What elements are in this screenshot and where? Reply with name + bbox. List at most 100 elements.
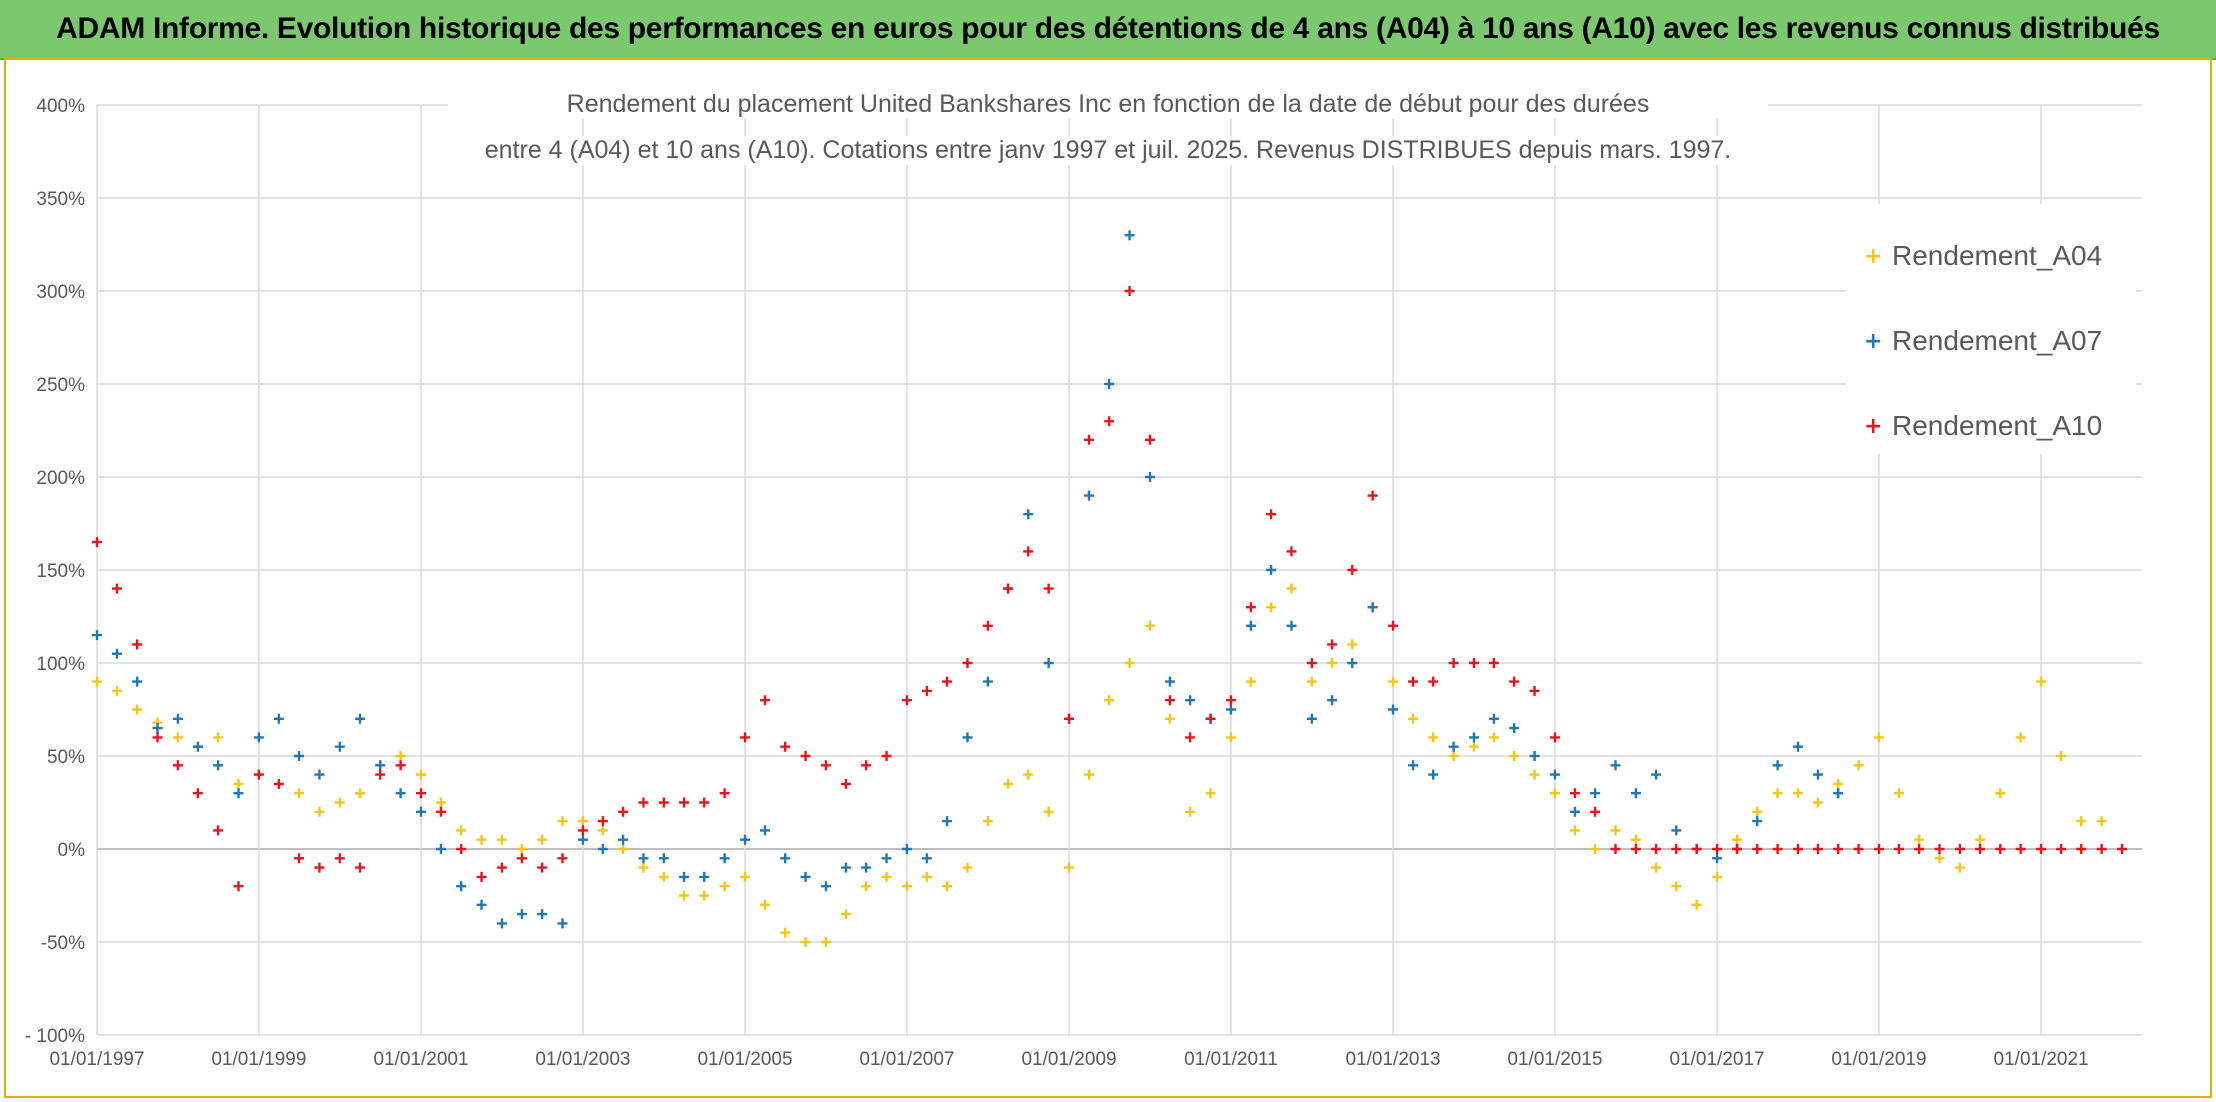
- scatter-chart: 400% 350% 300% 250% 200% 150% 100% 50% 0% -50% - 1…: [25, 96, 2142, 1070]
- data-point: [294, 788, 305, 799]
- data-point: [1833, 844, 1844, 854]
- data-point: [820, 937, 831, 947]
- legend-item-a07: + Rendement_A07: [1864, 321, 2102, 361]
- data-point: [2015, 844, 2026, 854]
- data-point: [172, 760, 183, 771]
- data-point: [1812, 844, 1823, 854]
- data-point: [111, 685, 122, 696]
- data-point: [800, 871, 811, 882]
- data-point: [1529, 685, 1540, 696]
- data-point: [1793, 844, 1804, 854]
- data-point: [435, 797, 446, 808]
- data-point: [2036, 844, 2047, 854]
- data-point: [1793, 788, 1804, 799]
- data-point: [1428, 732, 1439, 743]
- x-tick-label: 01/01/1999: [211, 1049, 306, 1070]
- data-point: [1205, 713, 1216, 724]
- data-point: [1630, 788, 1641, 799]
- data-point: [658, 871, 669, 882]
- data-point: [1873, 844, 1884, 854]
- data-point: [759, 825, 770, 836]
- data-point: [1509, 676, 1520, 687]
- data-point: [1408, 713, 1419, 724]
- data-point: [962, 658, 973, 668]
- data-point: [699, 890, 710, 901]
- data-point: [840, 778, 851, 789]
- data-point: [740, 871, 751, 882]
- data-point: [1752, 806, 1763, 817]
- data-point: [577, 816, 588, 827]
- data-point: [375, 760, 386, 771]
- data-point: [2056, 751, 2067, 761]
- data-point: [1934, 844, 1945, 854]
- chart-legend: + Rendement_A04 + Rendement_A07 + Rendem…: [1846, 204, 2136, 454]
- data-point: [1448, 658, 1459, 668]
- data-point: [921, 871, 932, 882]
- data-point: [577, 834, 588, 845]
- data-point: [597, 844, 608, 854]
- data-point: [273, 713, 284, 724]
- data-point: [172, 713, 183, 724]
- data-point: [820, 760, 831, 771]
- data-point: [1549, 732, 1560, 743]
- data-point: [172, 732, 183, 743]
- data-point: [1084, 490, 1095, 501]
- data-point: [1306, 658, 1317, 668]
- data-point: [1306, 713, 1317, 724]
- data-point: [1833, 788, 1844, 799]
- data-point: [132, 704, 143, 715]
- data-point: [1488, 658, 1499, 668]
- data-point: [982, 620, 993, 631]
- data-point: [699, 797, 710, 808]
- data-point: [516, 853, 527, 864]
- x-tick-label: 01/01/2015: [1507, 1049, 1602, 1070]
- data-point: [1428, 769, 1439, 780]
- data-point: [476, 871, 487, 882]
- data-point: [1245, 602, 1256, 613]
- data-point: [2015, 732, 2026, 743]
- data-point: [942, 816, 953, 827]
- data-point: [1630, 834, 1641, 845]
- data-point: [1104, 379, 1115, 389]
- data-point: [1651, 862, 1662, 873]
- legend-item-a04: + Rendement_A04: [1864, 236, 2102, 276]
- data-point: [719, 788, 730, 799]
- data-point: [1590, 788, 1601, 799]
- data-point: [1671, 825, 1682, 836]
- data-point: [2096, 816, 2107, 827]
- y-tick-label: -50%: [41, 933, 85, 954]
- data-point: [1043, 806, 1054, 817]
- data-point: [740, 732, 751, 743]
- data-point: [1003, 778, 1014, 789]
- data-point: [1408, 760, 1419, 771]
- data-point: [1488, 713, 1499, 724]
- data-point: [1752, 844, 1763, 854]
- data-point: [253, 769, 264, 780]
- data-point: [2096, 844, 2107, 854]
- data-point: [1610, 825, 1621, 836]
- data-point: [1691, 899, 1702, 910]
- data-point: [213, 825, 224, 836]
- data-point: [1934, 853, 1945, 864]
- data-point: [740, 834, 751, 845]
- data-point: [820, 881, 831, 892]
- data-point: [982, 676, 993, 687]
- legend-label-a10: Rendement_A10: [1892, 410, 2103, 441]
- data-point: [861, 862, 872, 873]
- data-point: [780, 741, 791, 752]
- data-point: [1327, 658, 1338, 668]
- data-point: [355, 862, 366, 873]
- data-point: [1084, 769, 1095, 780]
- data-point: [1509, 751, 1520, 761]
- data-point: [800, 751, 811, 761]
- data-point: [1286, 546, 1297, 557]
- data-point: [416, 788, 427, 799]
- x-tick-label: 01/01/2013: [1346, 1049, 1441, 1070]
- data-point: [1003, 583, 1014, 594]
- series-rendement_a10: [92, 286, 2128, 892]
- data-point: [537, 834, 548, 845]
- data-point: [861, 881, 872, 892]
- data-point: [1954, 862, 1965, 873]
- data-point: [1671, 881, 1682, 892]
- data-point: [2076, 844, 2087, 854]
